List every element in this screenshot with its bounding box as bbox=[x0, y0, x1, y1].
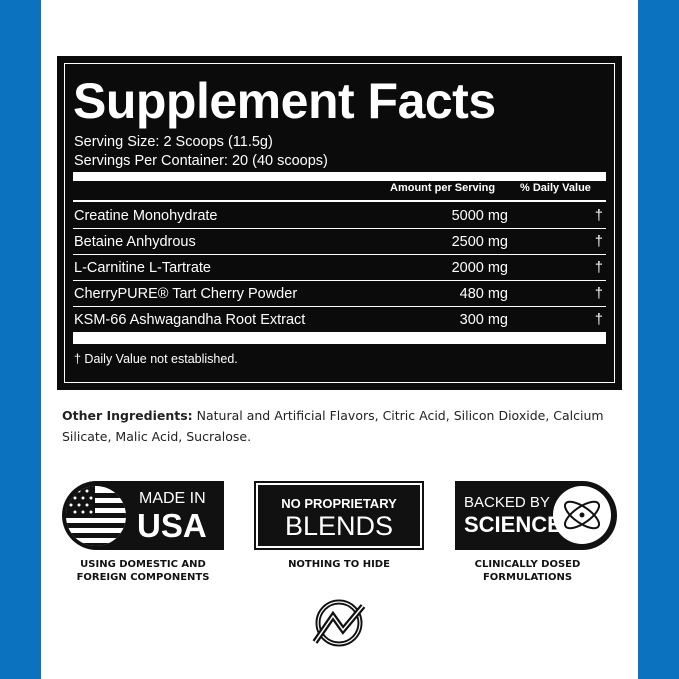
ingredient-amount: 2500 mg bbox=[451, 234, 508, 250]
ingredient-name: CherryPURE® Tart Cherry Powder bbox=[74, 286, 298, 302]
ingredient-name: KSM-66 Ashwagandha Root Extract bbox=[74, 312, 306, 328]
science-caption-line1: CLINICALLY DOSED bbox=[474, 559, 581, 570]
header-divider bbox=[73, 200, 606, 202]
no-proprietary-blends-badge: NO PROPRIETARY BLENDS bbox=[254, 481, 424, 550]
no-proprietary-text: NO PROPRIETARY bbox=[281, 496, 397, 511]
left-blue-border bbox=[0, 0, 41, 679]
usa-caption: USING DOMESTIC AND FOREIGN COMPONENTS bbox=[62, 558, 224, 584]
ingredient-row: CherryPURE® Tart Cherry Powder 480 mg † bbox=[73, 281, 606, 307]
brand-logo-icon bbox=[312, 599, 366, 647]
supplement-facts-panel: Supplement Facts Serving Size: 2 Scoops … bbox=[57, 56, 622, 390]
atom-icon bbox=[553, 486, 611, 544]
ingredient-row: L-Carnitine L-Tartrate 2000 mg † bbox=[73, 255, 606, 281]
ingredient-dv: † bbox=[594, 286, 603, 302]
bottom-divider bbox=[73, 332, 606, 344]
amount-header: Amount per Serving bbox=[390, 182, 496, 194]
footnote: † Daily Value not established. bbox=[74, 352, 238, 366]
made-in-usa-badge: MADE IN USA bbox=[62, 481, 224, 550]
ingredient-row: Betaine Anhydrous 2500 mg † bbox=[73, 229, 606, 255]
blends-text: BLENDS bbox=[284, 511, 394, 541]
ingredient-name: Betaine Anhydrous bbox=[74, 234, 196, 250]
ingredient-row: KSM-66 Ashwagandha Root Extract 300 mg † bbox=[73, 307, 606, 333]
usa-caption-line2: FOREIGN COMPONENTS bbox=[76, 572, 210, 583]
blends-caption: NOTHING TO HIDE bbox=[288, 559, 390, 570]
usa-caption-line1: USING DOMESTIC AND bbox=[80, 559, 206, 570]
ingredient-name: L-Carnitine L-Tartrate bbox=[74, 260, 211, 276]
science-caption: CLINICALLY DOSED FORMULATIONS bbox=[455, 558, 600, 584]
other-ingredients: Other Ingredients: Natural and Artificia… bbox=[62, 405, 622, 447]
ingredient-dv: † bbox=[594, 234, 603, 250]
usa-text: USA bbox=[137, 507, 207, 544]
ingredient-amount: 480 mg bbox=[459, 286, 508, 302]
us-flag-icon bbox=[66, 486, 126, 546]
ingredient-dv: † bbox=[594, 208, 603, 224]
facts-title: Supplement Facts bbox=[73, 73, 496, 129]
right-blue-border bbox=[638, 0, 679, 679]
other-ingredients-label: Other Ingredients: bbox=[62, 408, 193, 423]
ingredient-amount: 300 mg bbox=[459, 312, 508, 328]
science-text: SCIENCE bbox=[464, 512, 562, 537]
servings-per-container: Servings Per Container: 20 (40 scoops) bbox=[74, 153, 328, 169]
thick-divider bbox=[73, 172, 606, 181]
other-ingredients-text: Natural and Artificial Flavors, Citric A… bbox=[62, 408, 604, 444]
ingredient-dv: † bbox=[594, 260, 603, 276]
ingredient-dv: † bbox=[594, 312, 603, 328]
dv-header: % Daily Value bbox=[520, 182, 591, 194]
backed-by-text: BACKED BY bbox=[464, 494, 550, 511]
ingredient-amount: 2000 mg bbox=[451, 260, 508, 276]
ingredient-row: Creatine Monohydrate 5000 mg † bbox=[73, 203, 606, 229]
ingredient-name: Creatine Monohydrate bbox=[74, 208, 218, 224]
serving-size: Serving Size: 2 Scoops (11.5g) bbox=[74, 134, 273, 150]
science-caption-line2: FORMULATIONS bbox=[482, 572, 573, 583]
backed-by-science-badge: BACKED BY SCIENCE bbox=[455, 481, 617, 550]
made-in-text: MADE IN bbox=[139, 490, 206, 507]
ingredient-amount: 5000 mg bbox=[451, 208, 508, 224]
